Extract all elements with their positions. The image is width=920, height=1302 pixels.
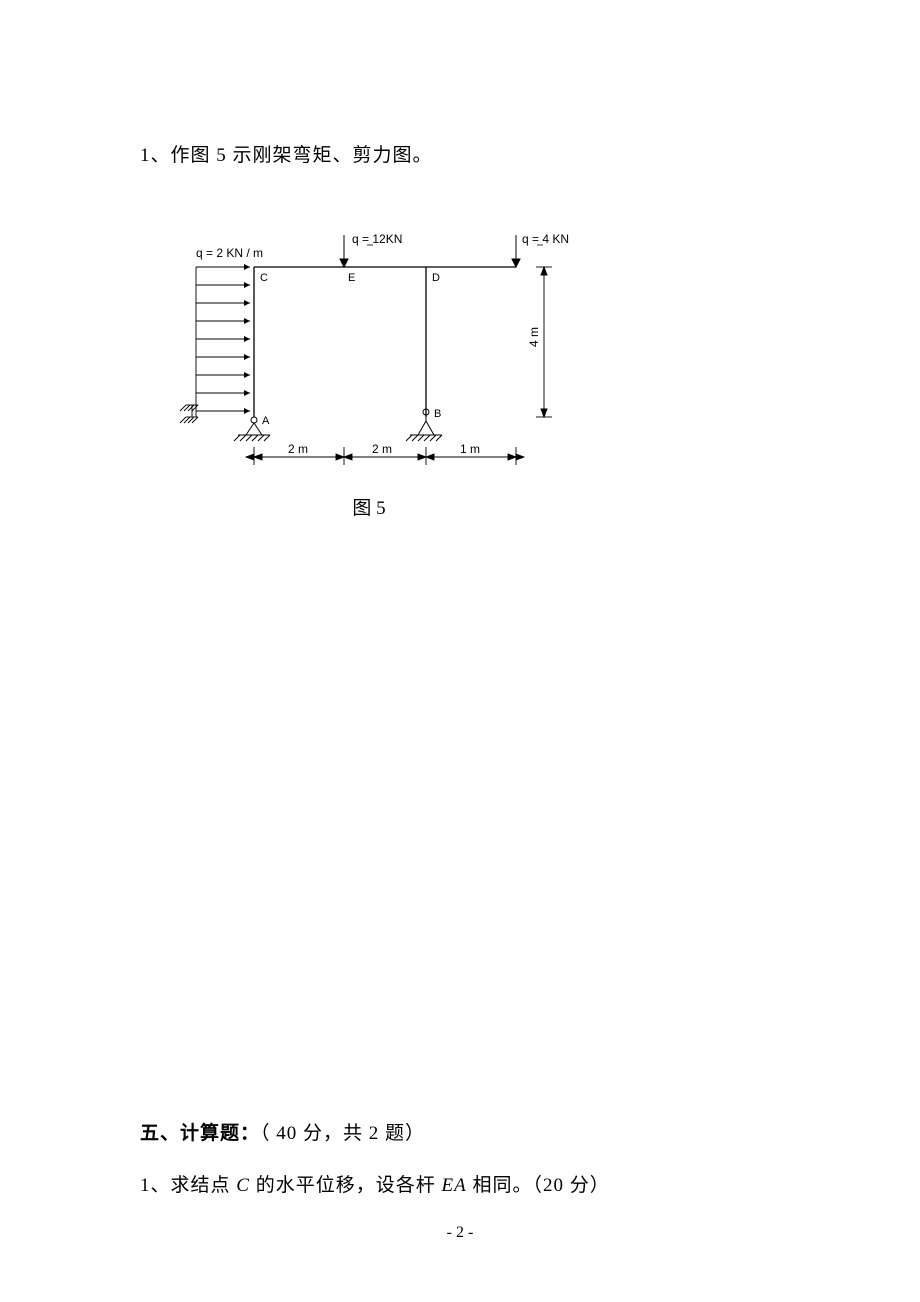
page-number: - 2 -: [0, 1224, 920, 1242]
label-p2: q = 4 KN: [522, 232, 569, 246]
section-5-bold: 五、计算题：: [140, 1123, 260, 1144]
figure-caption: 图 5: [164, 493, 574, 520]
node-E: E: [348, 272, 355, 284]
node-D: D: [432, 272, 440, 284]
q51-suffix: 相同。（20 分）: [467, 1175, 610, 1196]
label-q: q = 2 KN / m: [196, 246, 263, 260]
problem-5-1: 1、求结点 C 的水平位移，设各杆 EA 相同。（20 分）: [140, 1170, 610, 1197]
q51-EA: EA: [441, 1175, 466, 1196]
node-C: C: [260, 272, 268, 284]
node-B: B: [434, 408, 441, 420]
dim-height: 4 m: [527, 327, 541, 347]
dim-span2: 2 m: [372, 442, 392, 456]
problem-1-text: 1、作图 5 示刚架弯矩、剪力图。: [140, 140, 780, 167]
q51-mid: 的水平位移，设各杆: [250, 1175, 442, 1196]
dim-span1: 2 m: [288, 442, 308, 456]
section-5-rest: （ 40 分，共 2 题）: [260, 1123, 425, 1144]
section-5-heading: 五、计算题：（ 40 分，共 2 题）: [140, 1118, 425, 1145]
figure-5: q = 2 KN / m q = 12KN: [164, 207, 574, 487]
q51-C: C: [236, 1175, 250, 1196]
q51-prefix: 1、求结点: [140, 1175, 236, 1196]
dim-span3: 1 m: [460, 442, 480, 456]
node-A: A: [262, 415, 270, 427]
label-p1: q = 12KN: [352, 232, 402, 246]
